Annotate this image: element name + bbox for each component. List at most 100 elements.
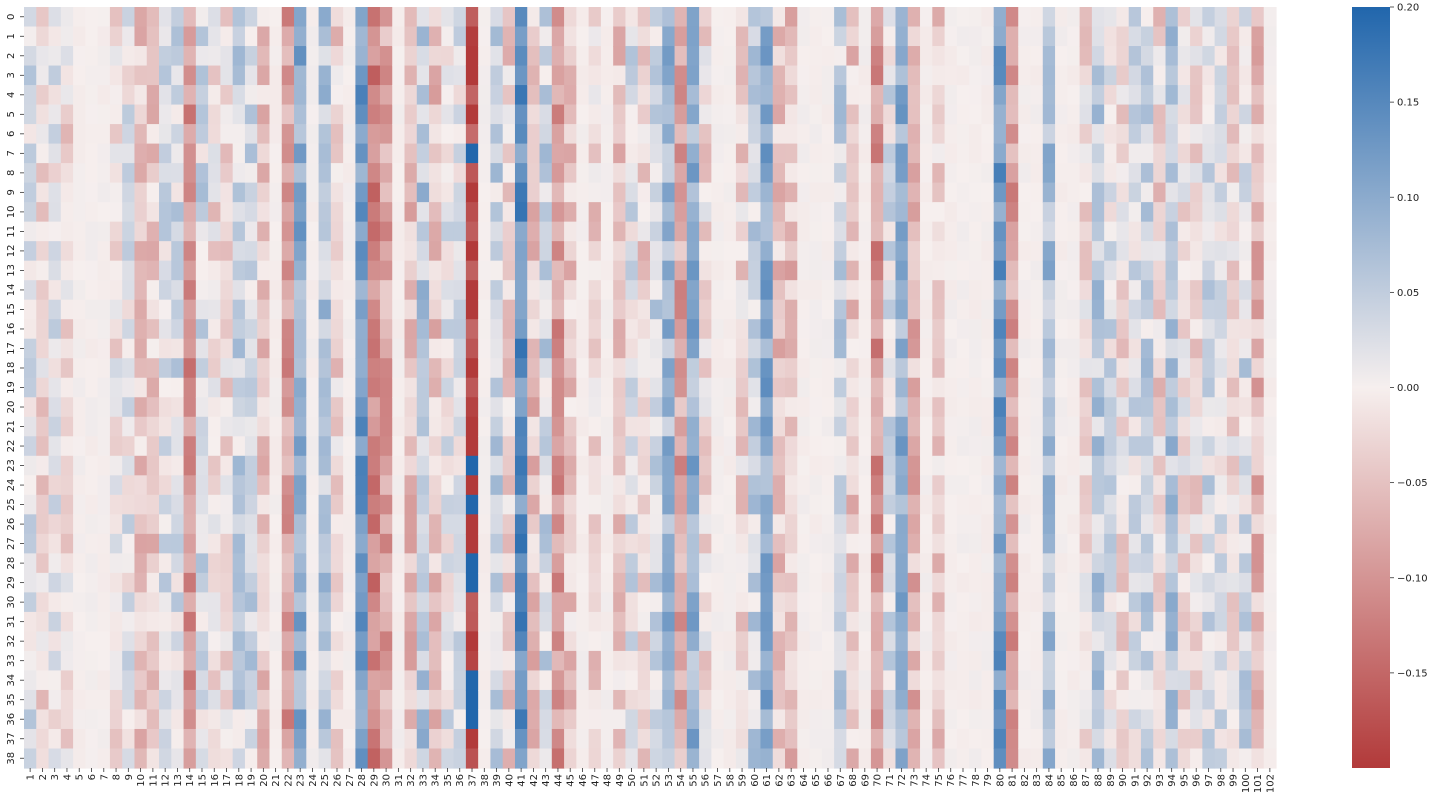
heatmap-cell xyxy=(711,728,725,750)
heatmap-cell xyxy=(662,7,676,28)
heatmap-cell xyxy=(281,65,295,86)
y-tick-label: 37 xyxy=(6,732,17,745)
heatmap-cell xyxy=(429,514,442,535)
heatmap-cell xyxy=(1177,670,1191,691)
heatmap-cell xyxy=(134,241,148,262)
heatmap-cell xyxy=(195,124,209,145)
heatmap-cell xyxy=(772,143,786,164)
heatmap-cell xyxy=(699,572,712,593)
heatmap-cell xyxy=(735,221,749,242)
heatmap-cell xyxy=(1116,163,1130,184)
heatmap-cell xyxy=(1165,124,1179,145)
heatmap-cell xyxy=(146,260,160,281)
heatmap-cell xyxy=(1042,670,1056,691)
heatmap-cell xyxy=(122,202,136,223)
heatmap-cell xyxy=(269,202,283,223)
heatmap-cell xyxy=(564,709,577,730)
heatmap-cell xyxy=(453,299,467,320)
heatmap-cell xyxy=(257,475,271,496)
y-tick-label: 13 xyxy=(6,264,17,277)
heatmap-cell xyxy=(306,124,320,145)
heatmap-cell xyxy=(24,280,37,301)
heatmap-cell xyxy=(1226,670,1240,691)
heatmap-cell xyxy=(883,85,897,106)
heatmap-cell xyxy=(846,611,860,633)
heatmap-cell xyxy=(674,416,688,437)
heatmap-cell xyxy=(195,436,209,457)
x-tick-label: 63 xyxy=(787,774,798,787)
heatmap-cell xyxy=(1005,533,1019,554)
heatmap-cell xyxy=(195,65,209,86)
heatmap-cell xyxy=(195,533,209,554)
heatmap-cell xyxy=(355,416,369,437)
heatmap-cell xyxy=(490,514,504,535)
heatmap-cell xyxy=(330,670,344,691)
heatmap-cell xyxy=(1202,650,1216,672)
x-tick-label: 89 xyxy=(1106,774,1117,787)
heatmap-cell xyxy=(60,280,74,301)
heatmap-cell xyxy=(1251,104,1265,125)
heatmap-cell xyxy=(1116,631,1130,652)
heatmap-cell xyxy=(723,65,737,86)
heatmap-cell xyxy=(785,494,798,515)
heatmap-cell xyxy=(895,650,909,672)
heatmap-cell xyxy=(809,280,823,301)
colorbar-tick-label: 0.20 xyxy=(1397,3,1419,14)
heatmap-cell xyxy=(441,709,455,730)
heatmap-cell xyxy=(183,728,197,750)
heatmap-cell xyxy=(36,163,50,184)
heatmap-cell xyxy=(637,572,651,593)
heatmap-cell xyxy=(146,611,160,633)
heatmap-cell xyxy=(1239,280,1253,301)
heatmap-cell xyxy=(907,260,921,281)
heatmap-cell xyxy=(907,592,921,613)
heatmap-cell xyxy=(1018,553,1032,574)
heatmap-cell xyxy=(244,319,258,340)
heatmap-cell xyxy=(294,494,307,515)
heatmap-cell xyxy=(809,494,823,515)
heatmap-cell xyxy=(956,124,970,145)
heatmap-cell xyxy=(171,124,185,145)
heatmap-cell xyxy=(379,319,393,340)
heatmap-cell xyxy=(993,319,1007,340)
heatmap-cell xyxy=(367,631,381,652)
heatmap-cell xyxy=(1263,748,1277,769)
heatmap-cell xyxy=(686,533,700,554)
heatmap-cell xyxy=(36,338,50,359)
heatmap-cell xyxy=(1005,611,1019,633)
heatmap-cell xyxy=(613,221,627,242)
heatmap-cell xyxy=(355,338,369,359)
heatmap-cell xyxy=(772,728,786,750)
heatmap-cell xyxy=(686,377,700,398)
heatmap-cell xyxy=(748,260,762,281)
heatmap-cell xyxy=(318,163,332,184)
heatmap-cell xyxy=(637,494,651,515)
heatmap-cell xyxy=(1239,104,1253,125)
heatmap-cell xyxy=(85,416,99,437)
heatmap-cell xyxy=(858,280,872,301)
heatmap-cell xyxy=(1116,416,1130,437)
heatmap-cell xyxy=(195,611,209,633)
heatmap-cell xyxy=(944,358,958,379)
heatmap-cell xyxy=(834,319,847,340)
heatmap-cell xyxy=(1079,455,1093,476)
heatmap-cell xyxy=(97,124,111,145)
heatmap-cell xyxy=(637,319,651,340)
heatmap-cell xyxy=(699,748,712,769)
heatmap-cell xyxy=(294,709,307,730)
heatmap-cell xyxy=(1153,397,1167,418)
heatmap-cell xyxy=(883,572,897,593)
heatmap-cell xyxy=(748,104,762,125)
heatmap-cell xyxy=(1018,280,1032,301)
heatmap-cell xyxy=(85,260,99,281)
heatmap-cell xyxy=(600,416,614,437)
heatmap-cell xyxy=(944,592,958,613)
heatmap-cell xyxy=(330,299,344,320)
heatmap-cell xyxy=(674,358,688,379)
heatmap-cell xyxy=(1190,475,1203,496)
heatmap-cell xyxy=(993,709,1007,730)
x-tick-label: 2 xyxy=(38,774,49,780)
heatmap-cell xyxy=(465,436,479,457)
heatmap-cell xyxy=(932,514,946,535)
heatmap-cell xyxy=(416,377,430,398)
